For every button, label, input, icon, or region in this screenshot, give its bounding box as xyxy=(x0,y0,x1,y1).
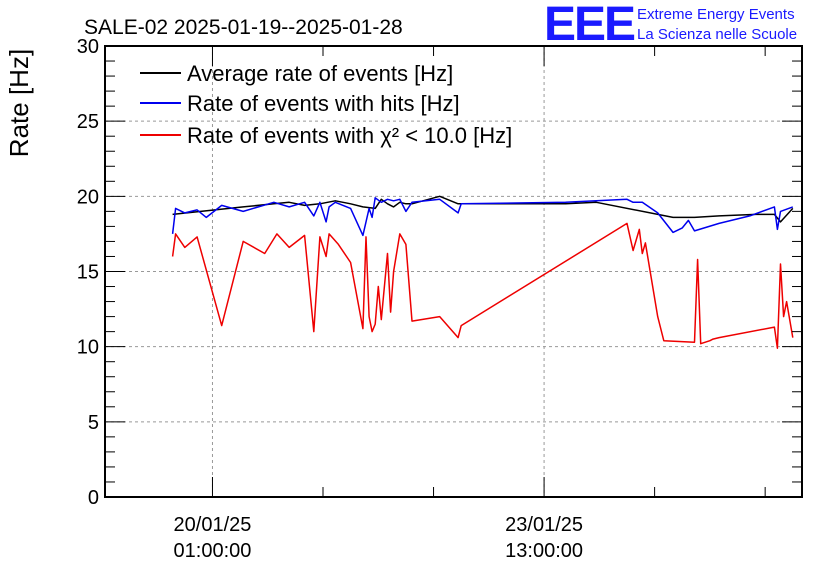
chart-title: SALE-02 2025-01-19--2025-01-28 xyxy=(84,16,403,39)
x-tick-label-time: 01:00:00 xyxy=(174,540,252,562)
y-tick-label: 20 xyxy=(77,186,99,208)
legend: Average rate of events [Hz] Rate of event… xyxy=(140,61,512,148)
x-tick-label-date: 23/01/25 xyxy=(505,514,583,536)
y-tick-label: 15 xyxy=(77,262,99,284)
y-tick-label: 25 xyxy=(77,111,99,133)
org-name-line1: Extreme Energy Events xyxy=(637,6,795,23)
y-axis-label: Rate [Hz] xyxy=(4,49,34,157)
series-layer xyxy=(171,195,794,349)
legend-label-3: Rate of events with χ² < 10.0 [Hz] xyxy=(187,123,512,148)
series-line-1 xyxy=(172,195,794,223)
x-tick-label-date: 20/01/25 xyxy=(174,514,252,536)
eee-logo: EEE Extreme Energy Events La Scienza nel… xyxy=(544,0,797,51)
y-tick-label: 30 xyxy=(77,36,99,58)
legend-label-2: Rate of events with hits [Hz] xyxy=(187,91,460,116)
y-tick-label: 0 xyxy=(88,487,99,509)
org-name-line2: La Scienza nelle Scuole xyxy=(637,26,797,43)
legend-label-1: Average rate of events [Hz] xyxy=(187,61,453,86)
series-line-2 xyxy=(171,197,794,237)
x-tick-label-time: 13:00:00 xyxy=(505,540,583,562)
series-line-3 xyxy=(171,222,794,349)
y-tick-label: 5 xyxy=(88,412,99,434)
y-tick-label: 10 xyxy=(77,337,99,359)
grid xyxy=(105,46,802,497)
eee-logo-text: EEE xyxy=(544,0,635,51)
axes: 0 5 10 15 20 25 30 20/01/25 01:00:00 23/01/25 13:0… xyxy=(77,36,802,562)
